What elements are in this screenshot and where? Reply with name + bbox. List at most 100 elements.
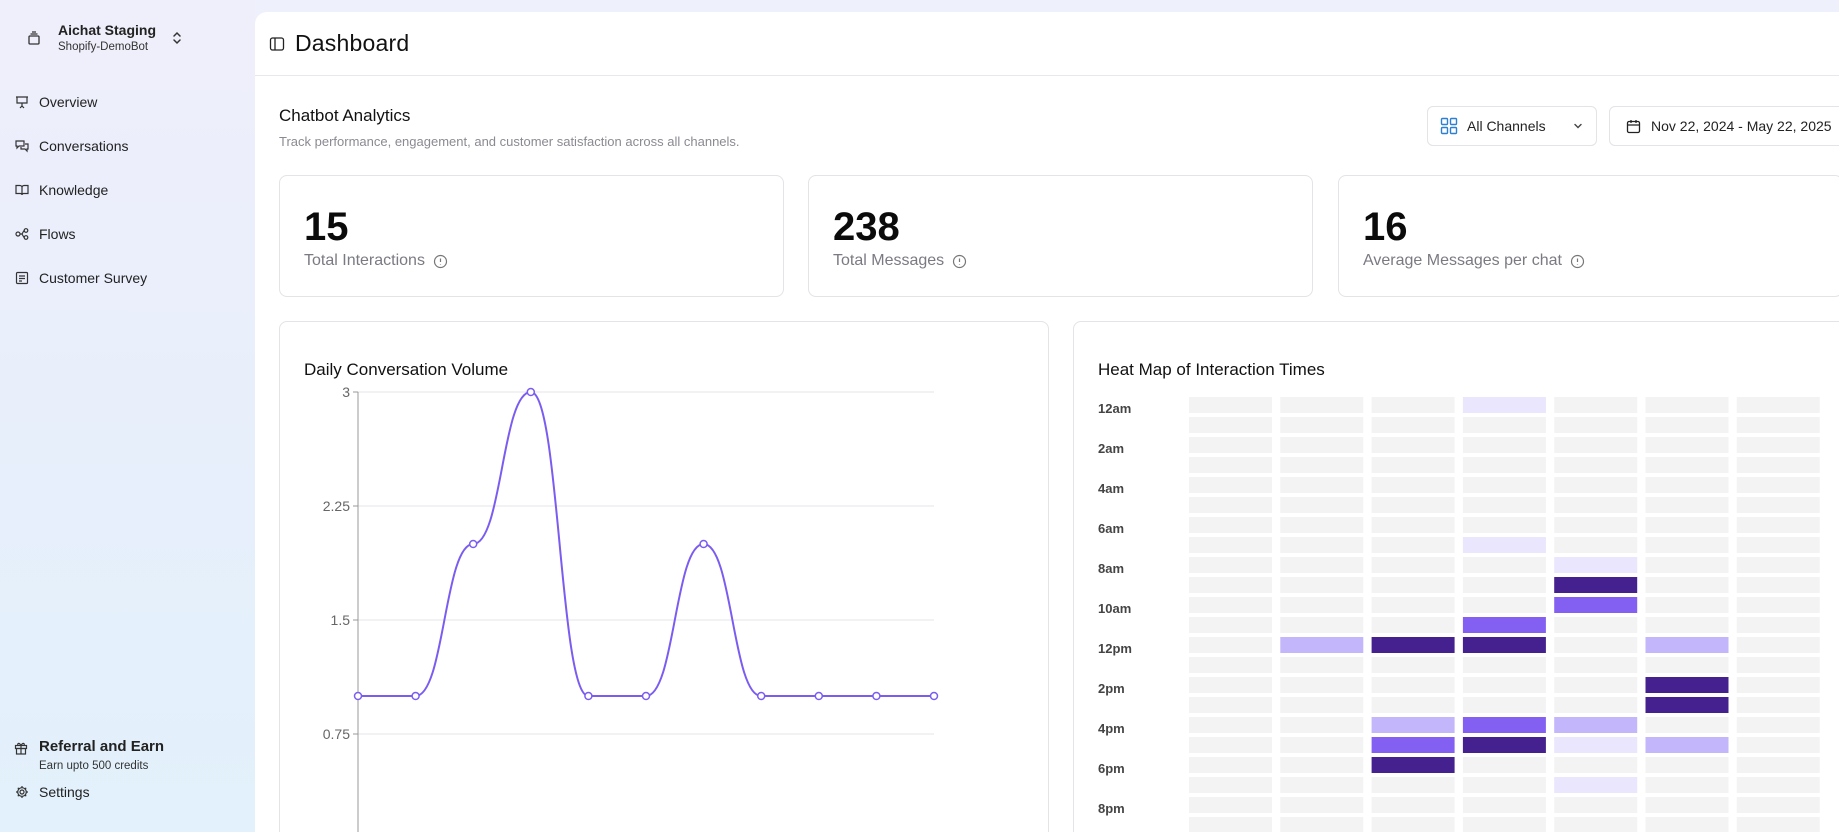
heat-cell [1280, 657, 1364, 673]
heat-cell [1280, 737, 1364, 753]
heat-cell [1462, 717, 1546, 733]
heat-cell [1371, 677, 1455, 693]
heat-cell [1189, 797, 1272, 813]
heat-cell [1462, 817, 1546, 832]
heat-cell [1189, 757, 1272, 773]
heat-cell [1645, 697, 1729, 713]
y-tick-label: 3 [342, 384, 350, 400]
heat-cell [1736, 777, 1820, 793]
date-range-picker[interactable]: Nov 22, 2024 - May 22, 2025 [1609, 106, 1839, 146]
heat-cell [1371, 577, 1455, 593]
sidebar-item-knowledge[interactable]: Knowledge [14, 168, 244, 212]
heat-cell [1189, 477, 1272, 493]
heat-cell [1280, 477, 1364, 493]
heat-cell [1371, 597, 1455, 613]
sidebar-item-conversations[interactable]: Conversations [14, 124, 244, 168]
data-point [526, 387, 536, 397]
heat-cell [1645, 577, 1729, 593]
workspace-text: Aichat Staging Shopify-DemoBot [58, 21, 169, 55]
stat-card-average-messages: 16 Average Messages per chat [1338, 175, 1839, 297]
heat-row-label: 10am [1098, 601, 1132, 616]
stat-label: Average Messages per chat [1363, 252, 1585, 270]
heat-cell [1554, 417, 1638, 433]
heat-cell [1189, 777, 1272, 793]
heat-cell [1189, 717, 1272, 733]
heat-cell [1554, 797, 1638, 813]
data-point [353, 691, 363, 701]
heat-cell [1189, 657, 1272, 673]
data-point [929, 691, 939, 701]
heat-cell [1371, 717, 1455, 733]
heat-cell [1645, 797, 1729, 813]
gift-icon [14, 741, 30, 757]
heat-cell [1462, 657, 1546, 673]
heat-cell [1736, 497, 1820, 513]
sidebar: Aichat Staging Shopify-DemoBot Overview [0, 0, 255, 832]
referral-subtitle: Earn upto 500 credits [39, 760, 149, 772]
heat-cell [1645, 617, 1729, 633]
referral-and-earn-link[interactable]: Referral and Earn Earn upto 500 credits [14, 736, 244, 774]
heat-cell [1280, 417, 1364, 433]
heat-cell [1736, 757, 1820, 773]
info-icon[interactable] [433, 254, 448, 269]
workspace-switcher[interactable]: Aichat Staging Shopify-DemoBot [20, 18, 235, 58]
info-icon[interactable] [952, 254, 967, 269]
info-icon[interactable] [1570, 254, 1585, 269]
heat-cell [1189, 697, 1272, 713]
channel-select[interactable]: All Channels [1427, 106, 1597, 146]
heat-cell [1189, 537, 1272, 553]
heat-cell [1736, 557, 1820, 573]
data-point [584, 691, 593, 701]
heat-cell [1645, 457, 1729, 473]
heat-cell [1280, 697, 1364, 713]
heat-cell [1736, 637, 1820, 653]
heat-row-label: 2am [1098, 441, 1125, 456]
analytics-header: Chatbot Analytics Track performance, eng… [279, 104, 740, 152]
heat-cell [1736, 397, 1820, 413]
sidebar-item-overview[interactable]: Overview [14, 80, 244, 124]
heat-cell [1189, 557, 1272, 573]
heat-cell [1371, 497, 1455, 513]
heat-cell [1554, 397, 1638, 413]
stat-card-total-messages: 238 Total Messages [808, 175, 1313, 297]
heat-cell [1280, 817, 1364, 832]
heat-cell [1645, 717, 1729, 733]
heat-row-label: 12am [1098, 401, 1132, 416]
sidebar-item-customer-survey[interactable]: Customer Survey [14, 256, 244, 300]
heat-cell [1645, 757, 1729, 773]
heat-cell [1554, 637, 1638, 653]
series-line [357, 390, 935, 697]
heat-cell [1554, 577, 1638, 593]
heat-cell [1736, 797, 1820, 813]
heat-cell [1371, 817, 1455, 832]
heat-cell [1645, 777, 1729, 793]
heat-row-label: 12pm [1098, 641, 1132, 656]
heat-cell [1371, 657, 1455, 673]
heat-cell [1189, 437, 1272, 453]
heat-cell [1371, 417, 1455, 433]
heat-cell [1736, 417, 1820, 433]
sidebar-item-flows[interactable]: Flows [14, 212, 244, 256]
heat-cell [1280, 517, 1364, 533]
heat-cell [1462, 697, 1546, 713]
date-range-value: Nov 22, 2024 - May 22, 2025 [1651, 118, 1832, 134]
calendar-icon [1624, 117, 1642, 135]
chevron-up-down-icon [169, 26, 185, 50]
workspace-bot: Shopify-DemoBot [58, 41, 149, 53]
heat-cell [1280, 397, 1364, 413]
heat-row-label: 6am [1098, 521, 1125, 536]
heat-cell [1280, 777, 1364, 793]
stat-label-text: Total Messages [833, 252, 945, 269]
analytics-subtitle: Track performance, engagement, and custo… [279, 134, 740, 149]
heat-cell [1280, 537, 1364, 553]
heat-cell [1462, 497, 1546, 513]
data-point [814, 691, 824, 701]
heat-cell [1371, 697, 1455, 713]
heat-cell [1736, 537, 1820, 553]
sidebar-item-settings[interactable]: Settings [14, 784, 244, 800]
heat-cell [1189, 637, 1272, 653]
heat-cell [1371, 777, 1455, 793]
sidebar-toggle-icon[interactable] [267, 34, 287, 54]
heat-cell [1554, 617, 1638, 633]
book-icon [14, 182, 30, 198]
